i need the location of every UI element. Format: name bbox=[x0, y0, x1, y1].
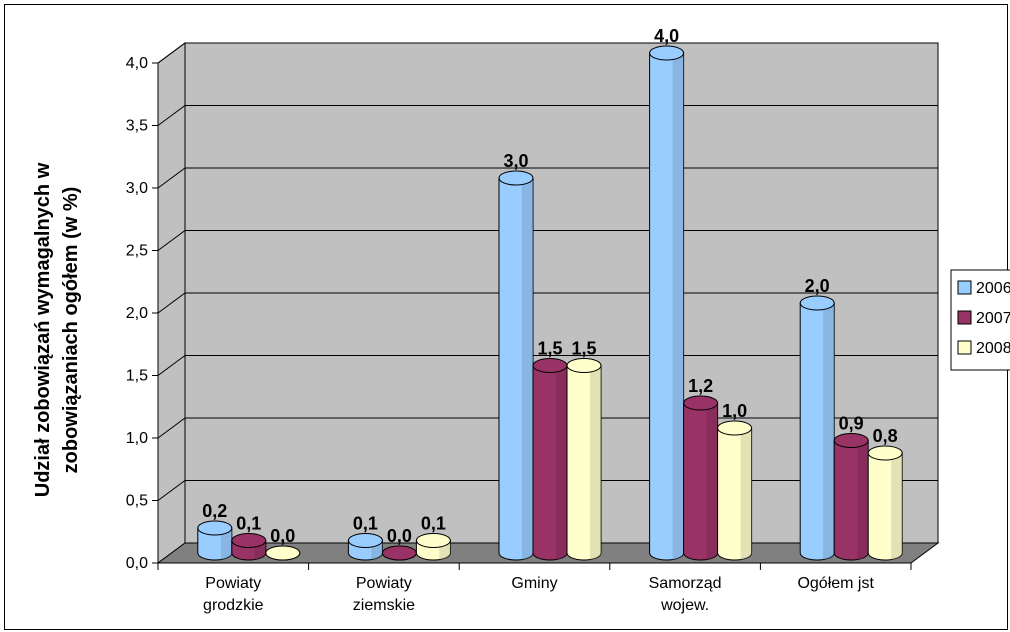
bar bbox=[197, 520, 233, 561]
bar-top bbox=[381, 545, 417, 561]
data-label: 0,8 bbox=[873, 426, 898, 446]
category-label: Powiaty bbox=[356, 575, 412, 592]
bar-top bbox=[231, 533, 267, 548]
gridline bbox=[157, 167, 938, 189]
bar-top bbox=[717, 420, 753, 436]
bar-body bbox=[566, 365, 602, 561]
category-label: Gminy bbox=[511, 575, 557, 592]
legend-label: 2006 bbox=[976, 280, 1010, 297]
data-label: 0,2 bbox=[202, 501, 227, 521]
bar bbox=[532, 358, 568, 561]
category-label: grodzkie bbox=[203, 597, 264, 614]
bar bbox=[799, 295, 835, 561]
legend: 2006 2007 2008 bbox=[950, 269, 1010, 371]
gridline bbox=[157, 105, 938, 126]
bar bbox=[683, 395, 719, 561]
legend-swatch bbox=[957, 310, 972, 325]
bar-shade bbox=[857, 440, 869, 560]
legend-swatch bbox=[957, 280, 972, 295]
bar bbox=[649, 45, 685, 561]
bar-top bbox=[347, 533, 383, 548]
bar-top bbox=[415, 533, 451, 548]
data-label: 1,2 bbox=[688, 376, 713, 396]
bar-shade bbox=[555, 365, 567, 560]
y-axis-label: zobowiązaniach ogółem (w %) bbox=[60, 187, 82, 474]
bar-top bbox=[867, 445, 903, 461]
gridline bbox=[157, 292, 938, 314]
bar-shade bbox=[521, 178, 533, 560]
category-label: Ogółem jst bbox=[797, 575, 874, 592]
bar-top bbox=[566, 358, 602, 373]
y-axis-label: Udział zobowiązań wymagalnych w bbox=[32, 162, 54, 497]
bar bbox=[265, 545, 301, 561]
bar-shade bbox=[706, 403, 718, 560]
gridline bbox=[157, 42, 938, 64]
gridline bbox=[157, 230, 938, 251]
y-tick-label: 1,5 bbox=[126, 368, 148, 385]
category-label: Samorząd bbox=[649, 575, 722, 592]
y-tick-label: 3,0 bbox=[126, 180, 148, 197]
y-tick-label: 3,5 bbox=[126, 118, 148, 135]
bar-body bbox=[717, 427, 753, 561]
bars-group bbox=[197, 45, 903, 561]
category-label: wojew. bbox=[660, 597, 709, 614]
legend-label: 2007 bbox=[976, 310, 1010, 327]
data-label: 0,1 bbox=[236, 514, 261, 534]
data-label: 0,0 bbox=[387, 526, 412, 546]
bar-body bbox=[867, 452, 903, 561]
category-label: Powiaty bbox=[205, 575, 261, 592]
bar-shade bbox=[740, 428, 752, 560]
y-tick-label: 2,5 bbox=[126, 243, 148, 260]
bar-shade bbox=[220, 528, 232, 560]
data-label: 1,5 bbox=[571, 339, 596, 359]
bar-top bbox=[532, 358, 568, 373]
bar bbox=[498, 170, 534, 561]
bar bbox=[566, 358, 602, 561]
bar bbox=[867, 445, 903, 561]
bar-top bbox=[265, 545, 301, 561]
bar-shade bbox=[672, 53, 684, 560]
y-tick-label: 0,0 bbox=[126, 555, 148, 572]
gridline bbox=[157, 355, 938, 376]
bar-top bbox=[498, 170, 534, 186]
y-tick-label: 1,0 bbox=[126, 430, 148, 447]
y-tick-label: 2,0 bbox=[126, 305, 148, 322]
data-label: 3,0 bbox=[503, 151, 528, 171]
category-label: ziemskie bbox=[353, 597, 415, 614]
y-tick-label: 4,0 bbox=[126, 55, 148, 72]
bar-top bbox=[833, 433, 869, 448]
bar bbox=[347, 533, 383, 561]
y-tick-label: 0,5 bbox=[126, 493, 148, 510]
bar-top bbox=[649, 45, 685, 61]
bar-top bbox=[197, 520, 233, 536]
bar bbox=[833, 433, 869, 561]
bar-shade bbox=[589, 365, 601, 560]
bar-shade bbox=[823, 303, 835, 560]
data-label: 4,0 bbox=[654, 26, 679, 46]
bar-top bbox=[683, 395, 719, 411]
data-label: 0,9 bbox=[839, 414, 864, 434]
bar-shade bbox=[891, 453, 903, 560]
data-label: 1,5 bbox=[537, 339, 562, 359]
bar bbox=[415, 533, 451, 561]
legend-label: 2008 bbox=[976, 340, 1010, 357]
bar-top bbox=[799, 295, 835, 311]
data-label: 0,0 bbox=[270, 526, 295, 546]
data-label: 0,1 bbox=[353, 514, 378, 534]
data-label: 0,1 bbox=[421, 514, 446, 534]
legend-swatch bbox=[957, 340, 972, 355]
bar bbox=[381, 545, 417, 561]
bar bbox=[231, 533, 267, 561]
data-label: 1,0 bbox=[722, 401, 747, 421]
data-label: 2,0 bbox=[805, 276, 830, 296]
bar bbox=[717, 420, 753, 561]
